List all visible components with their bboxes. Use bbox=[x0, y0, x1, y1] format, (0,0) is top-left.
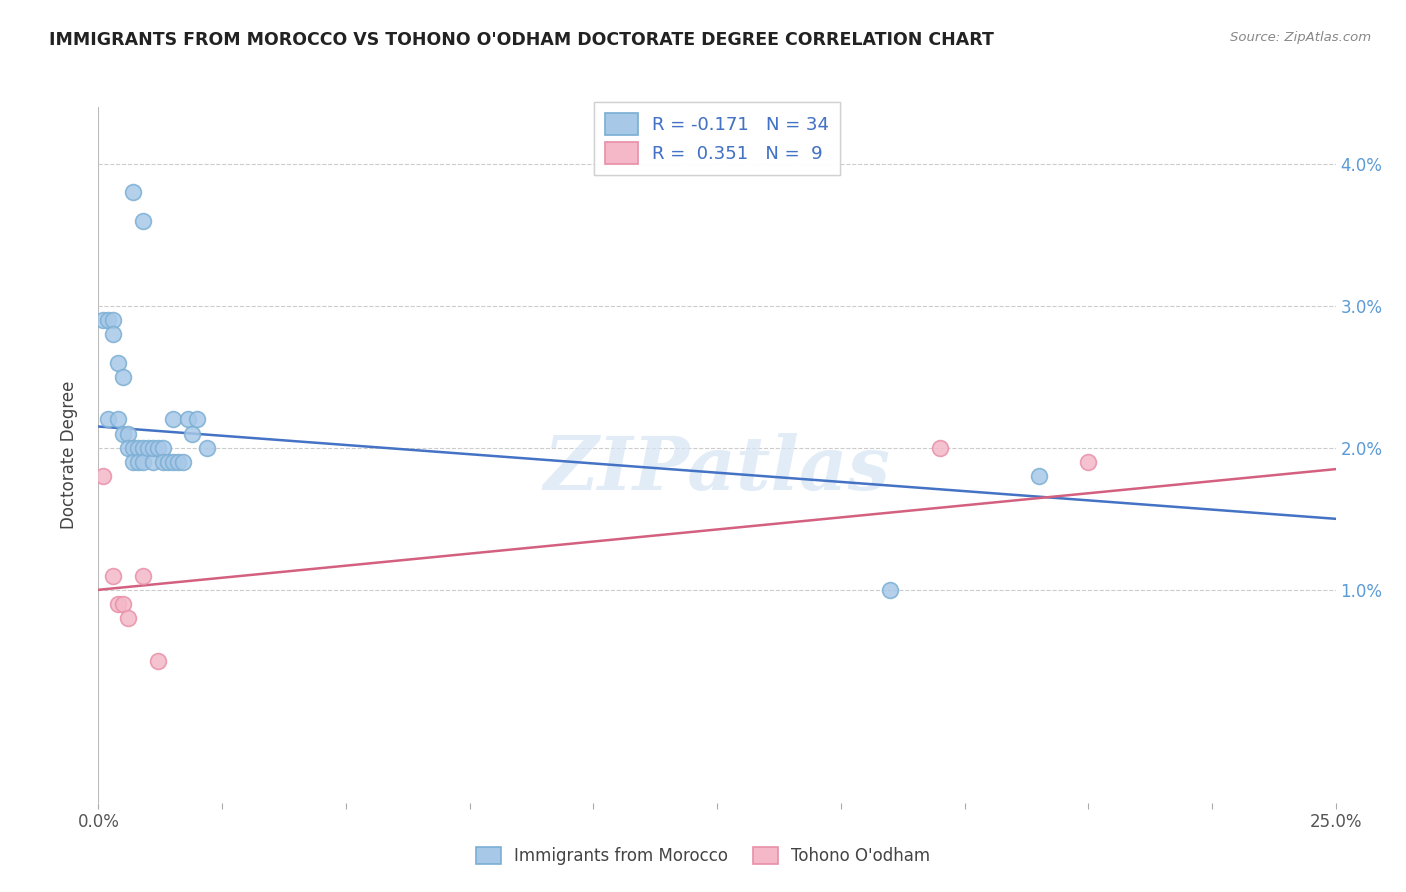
Point bbox=[186, 412, 208, 426]
Point bbox=[162, 455, 184, 469]
Point bbox=[93, 469, 115, 483]
Point bbox=[142, 441, 165, 455]
Point bbox=[112, 369, 135, 384]
Point bbox=[146, 441, 169, 455]
Point bbox=[1077, 455, 1099, 469]
Point bbox=[172, 455, 194, 469]
Point bbox=[117, 441, 139, 455]
Point bbox=[103, 568, 125, 582]
Point bbox=[146, 654, 169, 668]
Point bbox=[117, 611, 139, 625]
Point bbox=[176, 412, 198, 426]
Text: IMMIGRANTS FROM MOROCCO VS TOHONO O'ODHAM DOCTORATE DEGREE CORRELATION CHART: IMMIGRANTS FROM MOROCCO VS TOHONO O'ODHA… bbox=[49, 31, 994, 49]
Point bbox=[152, 455, 174, 469]
Point bbox=[132, 213, 155, 227]
Point bbox=[152, 441, 174, 455]
Point bbox=[127, 455, 149, 469]
Point bbox=[107, 412, 129, 426]
Point bbox=[107, 356, 129, 370]
Point bbox=[122, 455, 145, 469]
Point bbox=[103, 313, 125, 327]
Point bbox=[1028, 469, 1050, 483]
Point bbox=[117, 426, 139, 441]
Y-axis label: Doctorate Degree: Doctorate Degree bbox=[59, 381, 77, 529]
Point bbox=[97, 412, 120, 426]
Point bbox=[122, 441, 145, 455]
Point bbox=[127, 441, 149, 455]
Point bbox=[103, 327, 125, 342]
Point bbox=[879, 582, 901, 597]
Point bbox=[162, 412, 184, 426]
Point bbox=[166, 455, 188, 469]
Point bbox=[112, 426, 135, 441]
Point bbox=[132, 441, 155, 455]
Point bbox=[928, 441, 950, 455]
Text: ZIPatlas: ZIPatlas bbox=[544, 433, 890, 505]
Point bbox=[97, 313, 120, 327]
Point bbox=[181, 426, 204, 441]
Point bbox=[93, 313, 115, 327]
Legend: Immigrants from Morocco, Tohono O'odham: Immigrants from Morocco, Tohono O'odham bbox=[470, 840, 936, 872]
Text: Source: ZipAtlas.com: Source: ZipAtlas.com bbox=[1230, 31, 1371, 45]
Point bbox=[156, 455, 179, 469]
Point bbox=[122, 186, 145, 200]
Point bbox=[132, 568, 155, 582]
Point bbox=[142, 455, 165, 469]
Point bbox=[132, 455, 155, 469]
Point bbox=[195, 441, 218, 455]
Legend: R = -0.171   N = 34, R =  0.351   N =  9: R = -0.171 N = 34, R = 0.351 N = 9 bbox=[595, 103, 839, 175]
Point bbox=[136, 441, 159, 455]
Point bbox=[107, 597, 129, 611]
Point bbox=[112, 597, 135, 611]
